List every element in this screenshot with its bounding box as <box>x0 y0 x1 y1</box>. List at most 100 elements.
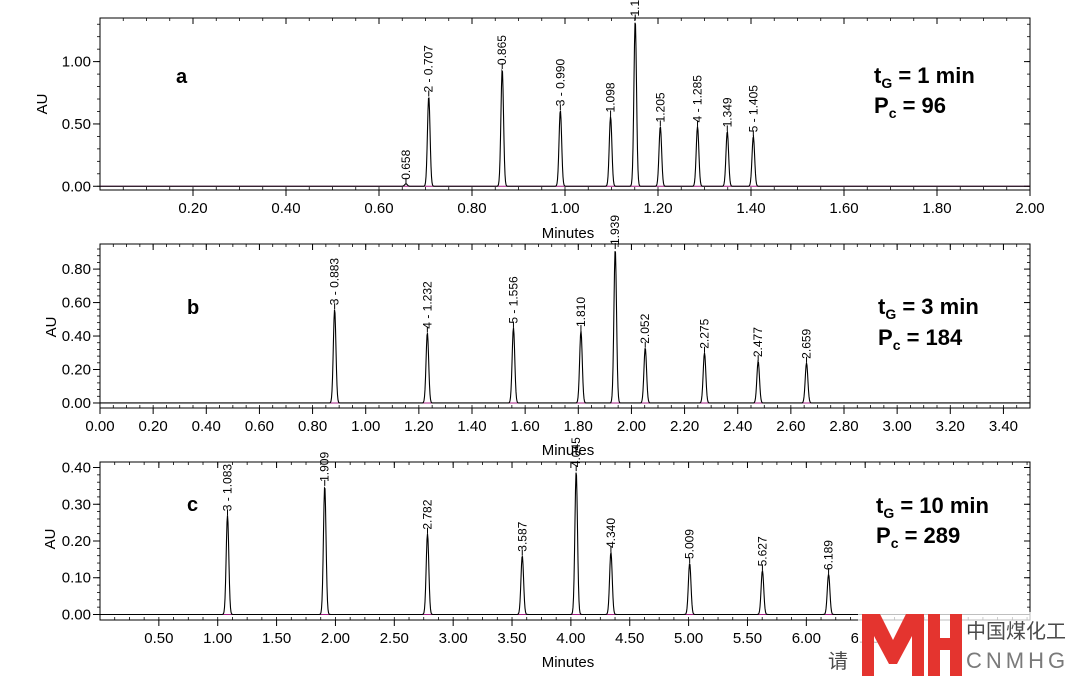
x-tick-label: 1.00 <box>203 630 232 647</box>
x-tick-label: 3.00 <box>439 630 468 647</box>
x-tick-label: 1.80 <box>564 418 593 435</box>
y-tick-label: 1.00 <box>62 54 91 71</box>
peak-label: 1.151 <box>628 0 642 16</box>
x-tick-label: 5.00 <box>674 630 703 647</box>
x-tick-label: 1.40 <box>457 418 486 435</box>
x-tick-label: 1.50 <box>262 630 291 647</box>
peak-label: 2.275 <box>698 318 712 348</box>
x-tick-label: 0.50 <box>144 630 173 647</box>
peak-label: 5 - 1.556 <box>506 276 520 324</box>
peak-label: 5.009 <box>683 529 697 559</box>
x-tick-label: 1.60 <box>829 200 858 217</box>
peak-label: 2.782 <box>421 499 435 529</box>
x-tick-label: 5.50 <box>733 630 762 647</box>
y-tick-label: 0.20 <box>62 362 91 379</box>
x-tick-label: 0.80 <box>457 200 486 217</box>
watermark-prefix: 请 <box>828 650 848 673</box>
y-tick-label: 0.00 <box>62 395 91 412</box>
peak-label: 0.658 <box>399 149 413 179</box>
y-tick-label: 0.00 <box>62 606 91 623</box>
x-tick-label: 0.60 <box>364 200 393 217</box>
x-axis-title: Minutes <box>542 654 595 671</box>
gradient-time-text: tG = 3 min <box>878 294 979 322</box>
x-tick-label: 2.20 <box>670 418 699 435</box>
peak-label: 3.587 <box>515 521 529 551</box>
x-tick-label: 0.00 <box>85 418 114 435</box>
peak-label: 1.810 <box>574 297 588 327</box>
x-tick-label: 1.40 <box>736 200 765 217</box>
peak-label: 4.340 <box>604 518 618 548</box>
x-tick-label: 1.20 <box>643 200 672 217</box>
x-axis-title: Minutes <box>542 442 595 459</box>
x-tick-label: 4.00 <box>556 630 585 647</box>
panel-a: 0.20 0.40 0.60 0.80 1.00 1.20 1.40 1.60 1.80 2.00… <box>34 0 1045 242</box>
x-tick-label: 3.20 <box>936 418 965 435</box>
x-tick-label: 1.60 <box>511 418 540 435</box>
peak-label: 4 - 1.285 <box>691 75 705 123</box>
y-axis-title: AU <box>34 94 51 115</box>
watermark-title: 中国煤化工 <box>966 620 1066 643</box>
peak-label: 5 - 1.405 <box>746 85 760 133</box>
watermark: 中国煤化工 CNMHG 请 <box>828 612 1069 678</box>
x-tick-label: 2.00 <box>617 418 646 435</box>
x-tick-label: 3.50 <box>497 630 526 647</box>
y-tick-label: 0.20 <box>62 533 91 550</box>
peak-label: 3 - 0.883 <box>328 258 342 306</box>
y-tick-label: 0.50 <box>62 116 91 133</box>
peak-label: 2 - 0.707 <box>422 45 436 93</box>
peak-label: 3 - 1.083 <box>220 464 234 512</box>
panel-b: 0.00 0.20 0.40 0.60 0.80 1.00 1.20 1.40 1.60 1.80… <box>43 215 1031 459</box>
chromatogram-trace <box>100 22 1030 187</box>
peak-label: 4.045 <box>569 437 583 467</box>
watermark-subtitle: CNMHG <box>966 648 1069 673</box>
gradient-time-text: tG = 10 min <box>876 493 989 521</box>
peak-label: 2.052 <box>638 313 652 343</box>
y-tick-label: 0.60 <box>62 295 91 312</box>
y-axis-title: AU <box>42 529 59 550</box>
peak-capacity-text: Pc = 184 <box>878 325 963 353</box>
peak-label: 1.098 <box>604 82 618 112</box>
x-tick-label: 1.00 <box>351 418 380 435</box>
y-axis-title: AU <box>43 317 60 338</box>
panel-letter: c <box>187 494 198 516</box>
x-tick-label: 1.00 <box>550 200 579 217</box>
x-tick-label: 2.00 <box>321 630 350 647</box>
peak-capacity-text: Pc = 96 <box>874 93 946 121</box>
y-tick-label: 0.40 <box>62 460 91 477</box>
x-tick-label: 3.00 <box>883 418 912 435</box>
x-tick-label: 2.50 <box>380 630 409 647</box>
peak-label: 6.189 <box>822 540 836 570</box>
y-tick-label: 0.10 <box>62 570 91 587</box>
peak-label: 1.349 <box>720 97 734 127</box>
peak-label: 1.909 <box>318 452 332 482</box>
x-tick-label: 0.80 <box>298 418 327 435</box>
x-tick-label: 1.80 <box>922 200 951 217</box>
x-tick-label: 0.20 <box>178 200 207 217</box>
x-axis-title: Minutes <box>542 225 595 242</box>
peak-label: 4 - 1.232 <box>420 281 434 329</box>
x-tick-label: 0.20 <box>139 418 168 435</box>
gradient-time-text: tG = 1 min <box>874 63 975 91</box>
x-tick-label: 0.40 <box>271 200 300 217</box>
x-tick-label: 2.60 <box>776 418 805 435</box>
x-tick-label: 0.40 <box>192 418 221 435</box>
peak-capacity-text: Pc = 289 <box>876 523 960 551</box>
x-tick-label: 2.40 <box>723 418 752 435</box>
logo-h-shape <box>928 614 962 676</box>
y-tick-label: 0.00 <box>62 178 91 195</box>
panel-letter: a <box>176 66 188 88</box>
chromatogram-trace <box>100 251 1030 404</box>
x-tick-label: 0.60 <box>245 418 274 435</box>
peak-label: 1.939 <box>608 215 622 245</box>
x-tick-label: 2.80 <box>829 418 858 435</box>
peak-label: 3 - 0.990 <box>553 59 567 107</box>
peak-label: 2.659 <box>800 328 814 358</box>
panel-letter: b <box>187 297 199 319</box>
y-tick-label: 0.80 <box>62 261 91 278</box>
x-tick-label: 3.40 <box>989 418 1018 435</box>
x-tick-label: 1.20 <box>404 418 433 435</box>
peak-label: 1.205 <box>653 92 667 122</box>
y-tick-label: 0.40 <box>62 328 91 345</box>
x-tick-label: 6.00 <box>792 630 821 647</box>
